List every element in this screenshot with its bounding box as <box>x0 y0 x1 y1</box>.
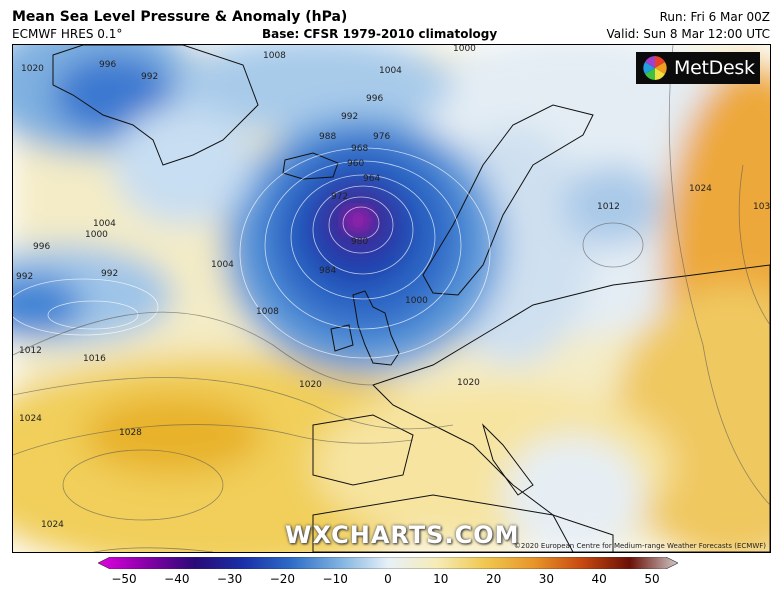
isobar-label: 992 <box>16 272 33 282</box>
isobar-label: 1020 <box>457 378 480 388</box>
isobar-label: 1004 <box>93 219 116 229</box>
ecmwf-copyright: ©2020 European Centre for Medium-range W… <box>513 542 766 550</box>
isobar-label: 1024 <box>689 184 712 194</box>
isobar-label: 1004 <box>379 66 402 76</box>
metdesk-logo-icon <box>643 56 667 80</box>
isobar-label: 984 <box>319 266 336 276</box>
colorbar-tick-label: −40 <box>164 572 190 586</box>
wxcharts-watermark: WXCHARTS.COM <box>285 521 520 549</box>
isobar-label: 1000 <box>453 45 476 54</box>
colorbar-tick-label: −50 <box>111 572 137 586</box>
map-title: Mean Sea Level Pressure & Anomaly (hPa) <box>12 9 348 25</box>
ireland-landmass <box>330 324 354 352</box>
metdesk-logo-text: MetDesk <box>674 57 755 79</box>
isobar-label: 1020 <box>21 64 44 74</box>
isobar-label: 1012 <box>597 202 620 212</box>
isobar-label: 980 <box>351 237 368 247</box>
pressure-anomaly-map: 1020 996 992 1008 1004 1000 996 992 988 976 968 960… <box>12 44 771 553</box>
isobar-label: 992 <box>141 72 158 82</box>
isobar-label: 996 <box>99 60 116 70</box>
colorbar-tick-label: 50 <box>644 572 660 586</box>
isobar-label: 996 <box>366 94 383 104</box>
north-africa-landmass <box>312 494 614 552</box>
colorbar-tick-label: 20 <box>485 572 502 586</box>
isobar-label: 1024 <box>41 520 64 530</box>
colorbar-tick-label: 30 <box>538 572 555 586</box>
isobar-label: 1024 <box>19 414 42 424</box>
isobar-label: 972 <box>331 192 348 202</box>
iceland-landmass <box>282 152 339 180</box>
model-label: ECMWF HRES 0.1° <box>12 27 123 41</box>
isobar-label: 1020 <box>299 380 322 390</box>
run-time-label: Run: Fri 6 Mar 00Z <box>659 10 770 24</box>
scandinavia-landmass <box>422 104 594 296</box>
iberia-landmass <box>312 414 414 486</box>
isobar-label: 1036 <box>753 202 770 212</box>
isobar-label: 992 <box>341 112 358 122</box>
metdesk-logo: MetDesk <box>636 52 760 84</box>
italy-landmass <box>481 423 534 496</box>
isobar-label: 996 <box>33 242 50 252</box>
isobar-label: 1000 <box>85 230 108 240</box>
isobar-label: 960 <box>347 159 364 169</box>
colorbar-tick-label: −20 <box>269 572 296 586</box>
colorbar-tick-label: −10 <box>322 572 348 586</box>
europe-landmass <box>372 264 770 552</box>
isobar-label: 1016 <box>83 354 106 364</box>
colorbar-tick-label: −30 <box>216 572 243 586</box>
colorbar-tick-label: 40 <box>591 572 607 586</box>
isobar-label: 1008 <box>256 307 279 317</box>
coastlines <box>52 45 770 552</box>
anomaly-colorbar <box>98 557 678 569</box>
isobar-label: 1012 <box>19 346 42 356</box>
isobar-label: 1000 <box>405 296 428 306</box>
great-britain-landmass <box>352 290 400 366</box>
isobar-label: 1004 <box>211 260 234 270</box>
anomaly-field <box>13 45 770 552</box>
greenland-landmass <box>52 45 259 166</box>
colorbar-tick-label: 10 <box>433 572 449 586</box>
isobar-lines <box>13 147 491 359</box>
isobar-label: 1008 <box>263 51 286 61</box>
isobar-label: 964 <box>363 174 380 184</box>
climatology-base-label: Base: CFSR 1979-2010 climatology <box>262 27 498 41</box>
isobar-label: 988 <box>319 132 336 142</box>
isobar-label: 968 <box>351 144 368 154</box>
colorbar-tick-label: 0 <box>384 572 392 586</box>
valid-time-label: Valid: Sun 8 Mar 12:00 UTC <box>606 27 770 41</box>
isobar-label: 1028 <box>119 428 142 438</box>
isobar-label: 992 <box>101 269 118 279</box>
isobar-label: 976 <box>373 132 390 142</box>
